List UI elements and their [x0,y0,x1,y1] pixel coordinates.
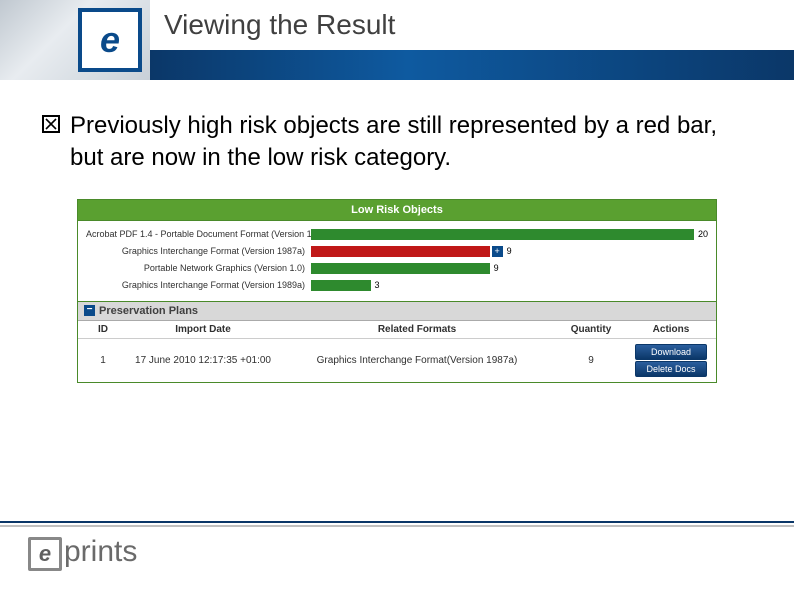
logo-e-icon: e [28,537,62,571]
header-decorative-bg: e [0,0,150,80]
cell-id: 1 [78,338,128,382]
col-formats: Related Formats [278,321,556,339]
chart-row: Acrobat PDF 1.4 - Portable Document Form… [86,227,708,242]
bullet-line: Previously high risk objects are still r… [42,110,752,175]
col-date: Import Date [128,321,278,339]
col-actions: Actions [626,321,716,339]
chart-row-value: 20 [698,229,708,239]
slide-footer: e prints [0,521,794,571]
page-title: Viewing the Result [164,9,395,41]
logo-word: prints [64,535,137,569]
bullet-text: Previously high risk objects are still r… [70,110,752,175]
col-id: ID [78,321,128,339]
footer-rule-bottom [0,525,794,527]
logo-e-letter: e [39,541,51,567]
download-button[interactable]: Download [635,344,707,360]
chart-row-label: Portable Network Graphics (Version 1.0) [86,263,311,273]
chart-bar [311,263,490,274]
collapse-icon[interactable]: − [84,305,95,316]
chart-row-value: 9 [494,263,499,273]
footer-rule-top [0,521,794,523]
chart-bar [311,246,490,257]
chart-bar-area: +9 [311,246,708,257]
expand-icon[interactable]: + [492,246,503,257]
chart-row: Graphics Interchange Format (Version 198… [86,278,708,293]
low-risk-panel: Low Risk Objects Acrobat PDF 1.4 - Porta… [77,199,717,383]
chart-row-value: 9 [507,246,512,256]
delete-docs-button[interactable]: Delete Docs [635,361,707,377]
chart-bar-area: 9 [311,263,708,274]
plans-header-row: ID Import Date Related Formats Quantity … [78,321,716,339]
cell-formats: Graphics Interchange Format(Version 1987… [278,338,556,382]
chart-bar-area: 20 [311,229,708,240]
col-quantity: Quantity [556,321,626,339]
corner-e-letter: e [100,19,120,61]
plans-header: − Preservation Plans [78,302,716,321]
chart-bar [311,280,371,291]
title-row: Viewing the Result [150,0,794,50]
eprints-logo: e prints [0,535,794,571]
cell-quantity: 9 [556,338,626,382]
cell-actions: Download Delete Docs [626,338,716,382]
corner-e-icon: e [78,8,142,72]
plans-table: ID Import Date Related Formats Quantity … [78,321,716,382]
chart-row: Portable Network Graphics (Version 1.0) 9 [86,261,708,276]
chart-bar [311,229,694,240]
header-blue-band [150,50,794,80]
chart-row-label: Graphics Interchange Format (Version 198… [86,246,311,256]
checkbox-x-icon [42,115,60,133]
slide-header: e Viewing the Result [0,0,794,80]
slide-body: Previously high risk objects are still r… [0,80,794,383]
chart-row-value: 3 [375,280,380,290]
table-row: 1 17 June 2010 12:17:35 +01:00 Graphics … [78,338,716,382]
plans-title: Preservation Plans [99,305,198,317]
chart-bar-area: 3 [311,280,708,291]
risk-bar-chart: Acrobat PDF 1.4 - Portable Document Form… [78,221,716,302]
cell-date: 17 June 2010 12:17:35 +01:00 [128,338,278,382]
chart-row: Graphics Interchange Format (Version 198… [86,244,708,259]
header-right: Viewing the Result [150,0,794,80]
panel-title: Low Risk Objects [78,200,716,221]
chart-row-label: Acrobat PDF 1.4 - Portable Document Form… [86,229,311,239]
chart-row-label: Graphics Interchange Format (Version 198… [86,280,311,290]
